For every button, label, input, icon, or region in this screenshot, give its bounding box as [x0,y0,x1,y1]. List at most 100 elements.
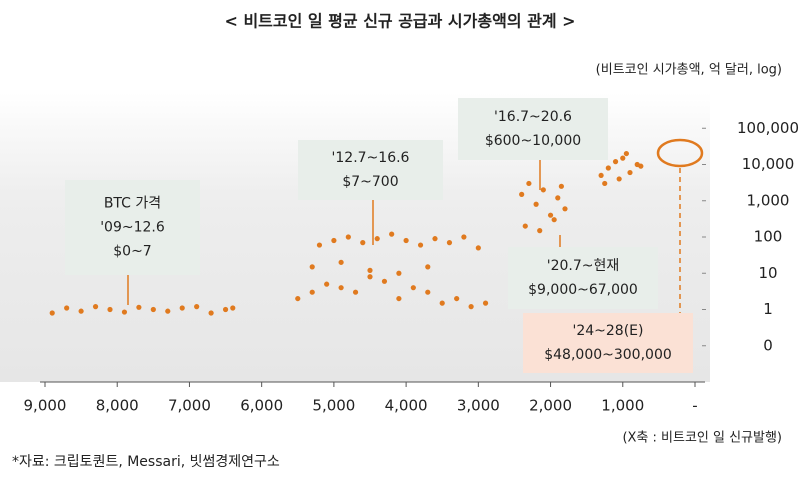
point [381,278,388,284]
x-tick-label: 2,000 [529,397,572,415]
annotation-box [523,313,693,373]
annotation-text: BTC 가격 [104,196,161,212]
point [396,270,402,276]
point [136,304,142,310]
annotation-box [508,247,658,309]
x-tick-label: 8,000 [96,397,139,415]
point [605,165,611,171]
y-tick-label: 1,000 [747,191,790,209]
point [338,259,344,265]
point [179,305,185,311]
point [547,212,554,218]
annotation-text: $9,000~67,000 [528,282,638,298]
point [331,237,337,244]
point [150,306,156,313]
point [432,236,438,242]
annotation-box [458,98,608,160]
marks [49,150,644,316]
source: *자료: 크립토퀀트, Messari, 빗썸경제연구소 [12,454,280,470]
point [295,295,301,302]
point [389,231,395,237]
point [107,306,113,313]
point [616,176,622,182]
y-tick-label: 1 [763,300,773,318]
point [519,191,525,197]
point [208,310,214,316]
point [551,217,557,223]
annotation-text: '16.7~20.6 [494,109,572,125]
point [562,206,568,212]
point [454,295,460,302]
point [468,304,474,310]
annotation-box [65,180,200,275]
annotations: BTC 가격 '09~12.6 $0~7 '12.7~16.6 $7~700 '16.7~… [65,98,704,373]
y-tick-label: 10,000 [742,155,795,173]
point [417,242,424,248]
point [533,201,539,207]
point [425,289,431,295]
point [482,300,489,306]
point [537,228,543,234]
point [475,245,481,251]
annotation-text: '12.7~16.6 [332,150,410,166]
point [194,304,200,310]
point [352,289,359,295]
point [627,169,633,176]
point [360,240,366,246]
point [374,236,380,242]
point [92,304,99,310]
point [612,159,619,165]
point [558,183,564,189]
x-tick-label: 9,000 [24,397,67,415]
x-tick-label: 5,000 [312,397,355,415]
annotation-text: $48,000~300,000 [544,347,672,363]
point [121,309,128,315]
annotation-text: '24~28(E) [573,323,644,339]
forecast-circle [656,138,704,168]
point [623,150,629,157]
point [338,285,344,291]
x-tick-label: 4,000 [385,397,428,415]
point [78,308,84,314]
y-tick-label: 100,000 [737,119,799,137]
point [309,289,315,295]
x-tick-label: 3,000 [457,397,500,415]
point [425,264,431,270]
annotation-text: $0~7 [113,244,151,260]
annotation-text: $7~700 [342,174,398,190]
point [540,187,546,193]
annotation-box [298,140,443,200]
point [403,237,409,244]
y-axis-label: (비트코인 시가총액, 억 달러, log) [596,63,782,78]
point [367,267,373,273]
point [555,195,561,201]
point [439,300,445,306]
point [526,180,532,187]
y-tick-label: 10 [758,264,777,282]
y-tick-label: 0 [763,336,773,354]
point [367,274,373,280]
point [446,240,453,246]
annotation-text: $600~10,000 [485,133,581,149]
point [165,308,171,314]
chart-title: < 비트코인 일 평균 신규 공급과 시가총액의 관계 > [224,12,575,31]
point [222,306,229,313]
x-tick-label: 1,000 [601,397,644,415]
x-tick-label: - [692,397,697,415]
point [461,234,467,240]
x-tick-label: 7,000 [168,397,211,415]
point [324,281,330,287]
x-tick-label: 6,000 [240,397,283,415]
point [598,172,604,179]
point [410,285,416,291]
point [522,223,528,229]
point [620,155,626,161]
point [309,264,315,270]
annotation-text: '20.7~현재 [547,258,620,274]
y-tick-label: 100 [754,228,783,246]
point [64,305,70,311]
point [49,310,55,316]
point [602,180,608,187]
point [316,242,323,248]
